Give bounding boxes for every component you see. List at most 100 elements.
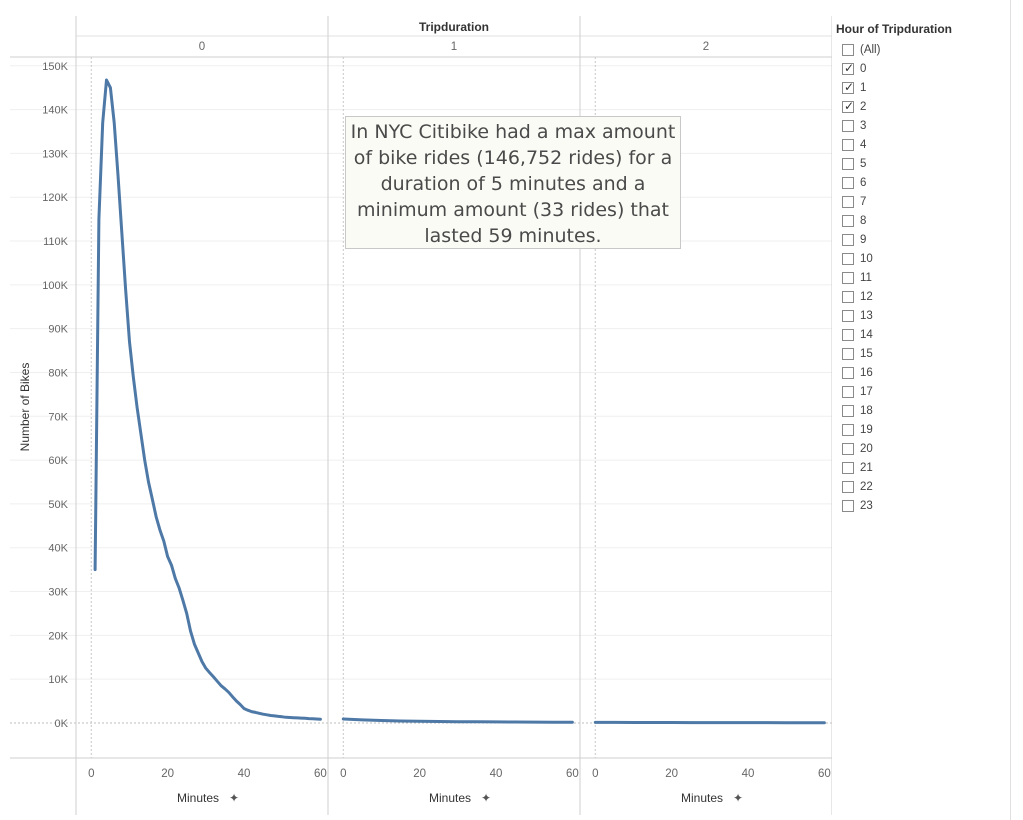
filter-item-label: 20 — [860, 442, 873, 455]
filter-item-label: 19 — [860, 423, 873, 436]
filter-checkbox[interactable]: ✓ — [842, 328, 854, 341]
x-tick-label: 20 — [161, 768, 174, 780]
filter-item[interactable]: ✓ 16 — [836, 363, 1016, 382]
filter-item[interactable]: ✓3 — [836, 116, 1016, 135]
filter-item[interactable]: ✓ 14 — [836, 325, 1016, 344]
filter-checkbox[interactable]: ✓ — [842, 195, 854, 208]
filter-checkbox[interactable]: ✓ — [842, 176, 854, 189]
filter-checkbox[interactable]: ✓ — [842, 98, 855, 113]
filter-item[interactable]: ✓ 17 — [836, 382, 1016, 401]
filter-item-label: 11 — [860, 271, 872, 284]
chart-area: 0K 10K 20K 30K 40K 50K 60K 70K 80K 90K 100K 110K 120… — [10, 16, 832, 815]
check-icon: ✓ — [844, 98, 855, 113]
x-tick-label: 0 — [88, 768, 94, 780]
pin-icon: ✦ — [733, 791, 743, 805]
filter-item[interactable]: ✓5 — [836, 154, 1016, 173]
filter-item-label: 13 — [860, 309, 873, 322]
filter-checkbox[interactable]: ✓ — [842, 442, 854, 455]
filter-item[interactable]: ✓ 10 — [836, 249, 1016, 268]
filter-title: Hour of Tripduration — [836, 22, 952, 36]
filter-item-label: 18 — [860, 404, 873, 417]
x-tick-label: 0 — [340, 768, 346, 780]
filter-checkbox[interactable]: ✓ — [842, 461, 854, 474]
filter-item-label: 7 — [860, 195, 867, 208]
y-tick-label: 150K — [42, 61, 68, 73]
filter-checkbox[interactable]: ✓ — [842, 157, 854, 170]
filter-item-label: 1 — [860, 81, 867, 94]
y-tick-label: 50K — [48, 499, 68, 511]
filter-item[interactable]: ✓ 13 — [836, 306, 1016, 325]
pin-icon: ✦ — [229, 791, 239, 805]
y-tick-label: 40K — [48, 543, 68, 555]
filter-item[interactable]: ✓ 21 — [836, 458, 1016, 477]
filter-checkbox[interactable]: ✓ — [842, 309, 854, 322]
filter-item-label: 21 — [860, 461, 873, 474]
filter-item-label: 2 — [860, 100, 867, 113]
panel-header-label: 1 — [451, 41, 457, 53]
filter-item[interactable]: ✓ 22 — [836, 477, 1016, 496]
filter-checkbox[interactable]: ✓ — [842, 404, 854, 417]
filter-item[interactable]: ✓9 — [836, 230, 1016, 249]
filter-checkbox[interactable]: ✓ — [842, 480, 854, 493]
x-tick-label: 0 — [592, 768, 598, 780]
y-axis-label: Number of Bikes — [18, 363, 32, 452]
chart-annotation[interactable]: In NYC Citibike had a max amount of bike… — [345, 116, 681, 249]
pin-icon: ✦ — [481, 791, 491, 805]
y-tick-label: 100K — [42, 280, 68, 292]
x-tick-label: 60 — [818, 768, 831, 780]
y-tick-label: 0K — [55, 718, 69, 730]
x-tick-label: 20 — [665, 768, 678, 780]
x-tick-label: 40 — [490, 768, 503, 780]
filter-item[interactable]: ✓6 — [836, 173, 1016, 192]
filter-item[interactable]: ✓ 20 — [836, 439, 1016, 458]
x-axis-label: Minutes — [681, 791, 723, 805]
filter-item[interactable]: ✓7 — [836, 192, 1016, 211]
filter-checkbox[interactable]: ✓ — [842, 252, 854, 265]
filter-checkbox[interactable]: ✓ — [842, 290, 854, 303]
filter-checkbox[interactable]: ✓ — [842, 423, 854, 436]
filter-item-label: 8 — [860, 214, 867, 227]
filter-checkbox[interactable]: ✓ — [842, 385, 854, 398]
filter-item-label: 5 — [860, 157, 867, 170]
filter-item[interactable]: ✓ 18 — [836, 401, 1016, 420]
filter-item-label: 6 — [860, 176, 867, 189]
filter-item[interactable]: ✓ (All) — [836, 40, 1016, 59]
series-line — [93, 78, 322, 721]
x-tick-label: 40 — [742, 768, 755, 780]
filter-checkbox[interactable]: ✓ — [842, 233, 854, 246]
filter-item[interactable]: ✓4 — [836, 135, 1016, 154]
filter-checkbox[interactable]: ✓ — [842, 80, 854, 94]
x-tick-label: 60 — [314, 768, 327, 780]
filter-item[interactable]: ✓ 0 — [836, 59, 1016, 78]
filter-item[interactable]: ✓ 23 — [836, 496, 1016, 515]
filter-item-label: 14 — [860, 328, 873, 341]
filter-item-label: 0 — [860, 62, 867, 75]
filter-item[interactable]: ✓ 1 — [836, 78, 1016, 97]
series-line — [341, 717, 574, 724]
filter-item-label: (All) — [860, 43, 881, 56]
check-icon: ✓ — [844, 60, 855, 75]
filter-item[interactable]: ✓ 19 — [836, 420, 1016, 439]
filter-item-label: 22 — [860, 480, 873, 493]
panel-header-label: 2 — [703, 41, 709, 53]
x-axis-label: Minutes — [177, 791, 219, 805]
filter-item-label: 3 — [860, 119, 867, 132]
filter-checkbox[interactable]: ✓ — [842, 499, 854, 512]
filter-checkbox[interactable]: ✓ — [842, 60, 855, 75]
filter-checkbox[interactable]: ✓ — [842, 138, 854, 151]
filter-checkbox[interactable]: ✓ — [842, 271, 854, 284]
y-tick-label: 30K — [48, 587, 68, 599]
filter-checkbox[interactable]: ✓ — [842, 366, 854, 379]
filter-checkbox[interactable]: ✓ — [842, 214, 854, 227]
filter-item[interactable]: ✓ 11 — [836, 268, 1016, 287]
filter-checkbox[interactable]: ✓ — [842, 347, 854, 360]
filter-checkbox[interactable]: ✓ — [842, 43, 854, 56]
panel-header-label: 0 — [199, 41, 205, 53]
filter-item[interactable]: ✓8 — [836, 211, 1016, 230]
filter-item-label: 12 — [860, 290, 873, 303]
filter-item[interactable]: ✓ 12 — [836, 287, 1016, 306]
filter-item[interactable]: ✓ 2 — [836, 97, 1016, 116]
filter-item[interactable]: ✓ 15 — [836, 344, 1016, 363]
filter-checkbox[interactable]: ✓ — [842, 119, 854, 132]
filter-item-label: 4 — [860, 138, 867, 151]
